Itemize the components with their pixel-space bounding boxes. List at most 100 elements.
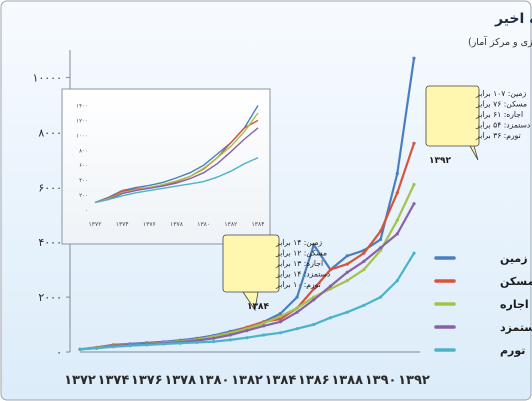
series-point xyxy=(379,295,383,299)
callout-line: مسکن: ۷۶ برابر xyxy=(475,100,527,109)
chart-title: روند رشد بهای زمین، مسکن و شاخصهای اقتصا… xyxy=(494,11,532,27)
series-point xyxy=(412,56,416,60)
inset-x-tick-label: ۱۳۸۴ xyxy=(252,221,265,228)
series-point xyxy=(145,343,149,347)
legend-label: مسکن xyxy=(500,275,532,288)
x-tick-label: ۱۳۹۰ xyxy=(365,373,397,388)
callout-year: ۱۳۸۴ xyxy=(247,302,269,312)
legend-label: زمین xyxy=(500,252,528,265)
callout-box xyxy=(425,85,480,147)
series-point xyxy=(262,321,266,325)
callout-line: تورم: ۳۶ برابر xyxy=(475,131,521,140)
series-point xyxy=(379,237,383,241)
x-tick-label: ۱۳۹۲ xyxy=(398,373,430,388)
callout-line: دستمزد: ۵۴ برابر xyxy=(475,121,530,130)
series-point xyxy=(345,254,349,258)
inset-y-tick-label: ۱۲۰۰ xyxy=(76,118,88,124)
series-point xyxy=(278,314,282,318)
inset-y-tick-label: ۱۰۰۰ xyxy=(76,133,88,139)
x-tick-label: ۱۳۸۲ xyxy=(231,373,263,388)
series-point xyxy=(262,333,266,337)
series-point xyxy=(245,329,249,333)
inset-y-tick-label: ۶۰۰ xyxy=(79,163,88,169)
inset-plot-lines xyxy=(94,105,259,204)
inset-y-tick-label: ۱۴۰۰ xyxy=(76,103,88,109)
series-point xyxy=(128,344,132,348)
series-point xyxy=(212,336,216,340)
inset-series-line xyxy=(94,112,259,204)
series-point xyxy=(412,202,416,206)
series-point xyxy=(395,171,399,176)
y-tick-label: ۸۰۰۰ xyxy=(38,126,62,139)
series-point xyxy=(228,331,232,335)
series-point xyxy=(161,342,166,346)
callout-line: مسکن: ۱۲ برابر xyxy=(275,249,327,258)
inset-series-line xyxy=(94,157,259,204)
x-tick-label: ۱۳۸۴ xyxy=(265,373,297,388)
series-point xyxy=(328,268,333,272)
series-point xyxy=(345,279,349,283)
series-point xyxy=(178,341,182,345)
callout-line: زمین: ۱۴ برابر xyxy=(275,238,322,247)
series-point xyxy=(412,141,416,145)
series-point xyxy=(278,312,282,316)
series-point xyxy=(379,229,383,233)
inset-series-line xyxy=(94,127,259,204)
legend: زمین مسکن اجاره دستمزد تورم xyxy=(434,252,532,357)
x-tick-label: ۱۳۷۶ xyxy=(131,373,163,388)
callout-line: تورم: ۱۰ برابر xyxy=(275,280,321,289)
callout-line: دستمزد: ۱۴ برابر xyxy=(275,270,330,279)
inset-y-axis: ۰ ۲۰۰ ۴۰۰ ۶۰۰ ۸۰۰ ۱۰۰۰ ۱۲۰۰ ۱۴۰۰ xyxy=(76,103,88,214)
series-point xyxy=(212,340,216,344)
y-tick-label: ۱۰۰۰۰ xyxy=(32,71,62,84)
x-axis: ۱۳۷۲ ۱۳۷۴ ۱۳۷۶ ۱۳۷۸ ۱۳۸۰ ۱۳۸۲ ۱۳۸۴ ۱۳۸۶ ۱۳۸۸ ۱۳۹۰… xyxy=(64,351,430,388)
series-point xyxy=(312,322,316,327)
series-point xyxy=(111,345,115,349)
legend-label: دستمزد xyxy=(500,321,532,334)
series-point xyxy=(379,246,383,250)
callout-box xyxy=(222,234,280,293)
series-point xyxy=(395,279,399,283)
inset-y-tick-label: ۰ xyxy=(85,208,88,214)
x-tick-label: ۱۳۸۰ xyxy=(198,373,230,388)
series-point xyxy=(312,287,316,291)
series-point xyxy=(245,336,249,340)
inset-x-tick-label: ۱۳۷۲ xyxy=(89,221,102,228)
series-point xyxy=(228,338,232,342)
inset-x-tick-label: ۱۳۷۶ xyxy=(143,221,156,228)
x-tick-label: ۱۳۸۸ xyxy=(331,373,363,388)
inset-y-tick-label: ۸۰۰ xyxy=(79,148,88,154)
y-tick-label: ۶۰۰۰ xyxy=(38,181,62,194)
series-point xyxy=(412,182,416,187)
series-point xyxy=(295,306,299,310)
series-point xyxy=(78,347,82,351)
inset-x-tick-label: ۱۳۸۲ xyxy=(224,221,237,228)
series-point xyxy=(362,303,366,307)
inset-y-tick-label: ۴۰۰ xyxy=(79,178,88,184)
x-tick-label: ۱۳۷۲ xyxy=(64,373,96,388)
series-point xyxy=(262,324,266,328)
inset-x-tick-label: ۱۳۷۴ xyxy=(116,221,129,228)
x-tick-label: ۱۳۸۶ xyxy=(298,373,330,388)
series-point xyxy=(278,320,282,324)
inset-frame xyxy=(61,88,271,245)
series-point xyxy=(412,251,416,255)
main-plot-lines xyxy=(78,56,416,351)
x-tick-label: ۱۳۷۴ xyxy=(98,373,130,388)
series-point xyxy=(345,270,349,274)
y-tick-label: ۴۰۰۰ xyxy=(38,236,62,249)
series-point xyxy=(278,317,282,321)
callout-line: اجاره: ۶۱ برابر xyxy=(475,110,523,119)
series-point xyxy=(345,310,349,314)
inset-x-tick-label: ۱۳۸۰ xyxy=(197,221,210,228)
callout-year: ۱۳۹۲ xyxy=(429,156,451,166)
series-point xyxy=(345,262,349,266)
inset-x-tick-label: ۱۳۷۸ xyxy=(170,221,184,228)
callout-line: اجاره: ۱۳ برابر xyxy=(275,259,323,268)
y-axis: ۰ ۲۰۰۰ ۴۰۰۰ ۶۰۰۰ ۸۰۰۰ ۱۰۰۰۰ xyxy=(32,50,71,359)
series-point xyxy=(195,340,199,344)
series-point xyxy=(328,284,333,288)
legend-label: اجاره xyxy=(500,298,529,311)
